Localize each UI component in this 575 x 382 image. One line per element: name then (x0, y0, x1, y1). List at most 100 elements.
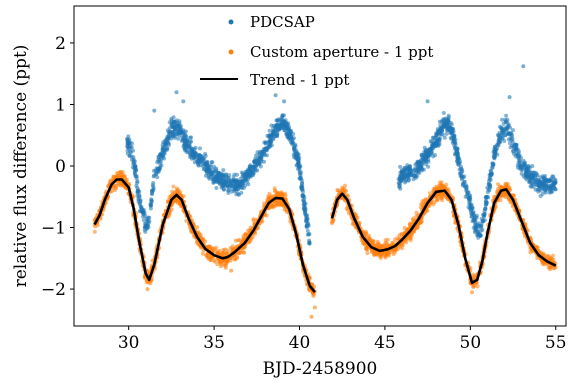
outlier-point (181, 99, 186, 104)
data-point (406, 177, 411, 182)
data-point (95, 223, 100, 228)
data-point (170, 125, 175, 130)
data-point (122, 174, 127, 179)
data-point (215, 262, 220, 267)
data-point (459, 170, 464, 175)
data-point (495, 143, 500, 147)
data-point (428, 191, 432, 196)
data-point (277, 201, 282, 206)
data-point (488, 172, 493, 176)
data-point (193, 145, 198, 150)
data-point (407, 164, 412, 169)
data-point (194, 153, 199, 158)
data-point (434, 131, 439, 136)
data-point (403, 174, 408, 179)
data-point (130, 157, 134, 162)
data-point (508, 200, 513, 205)
outlier-point (273, 93, 278, 98)
data-point (444, 182, 449, 187)
x-tick-label: 55 (545, 333, 567, 353)
data-point (271, 133, 275, 137)
data-point (553, 187, 558, 192)
data-point (439, 196, 444, 200)
outlier-point (174, 90, 179, 95)
data-point (298, 176, 303, 181)
data-point (134, 176, 139, 181)
data-point (210, 167, 215, 172)
data-point (246, 182, 251, 187)
data-point (490, 165, 495, 170)
data-point (439, 180, 444, 185)
data-point (431, 135, 436, 140)
data-point (221, 183, 226, 188)
outlier-point (229, 268, 234, 273)
data-point (301, 198, 305, 203)
data-point (182, 133, 187, 138)
data-point (163, 140, 167, 144)
data-point (330, 221, 335, 226)
data-point (410, 217, 415, 222)
data-point (549, 185, 553, 190)
data-point (389, 241, 394, 246)
data-point (530, 164, 535, 168)
data-point (398, 179, 403, 183)
y-tick-label: −2 (41, 280, 66, 300)
data-point (279, 191, 283, 196)
data-point (174, 186, 179, 191)
data-point (491, 162, 496, 167)
data-point (417, 170, 422, 175)
data-point (508, 145, 513, 150)
outlier-point (470, 290, 474, 295)
data-point (474, 215, 479, 220)
data-point (155, 160, 160, 165)
data-point (263, 141, 268, 146)
data-point (283, 193, 288, 198)
data-point (260, 149, 265, 154)
data-point (441, 124, 446, 129)
data-point (263, 146, 268, 151)
data-point (195, 225, 200, 230)
data-point (195, 240, 200, 245)
data-point (531, 184, 536, 189)
data-point (305, 228, 310, 233)
data-point (236, 251, 241, 255)
y-axis-label: relative flux difference (ppt) (11, 45, 31, 288)
data-point (507, 132, 512, 137)
data-point (239, 170, 244, 175)
data-point (125, 141, 130, 146)
data-point (229, 180, 234, 185)
outlier-point (309, 314, 314, 319)
data-point (504, 183, 509, 188)
data-point (504, 125, 509, 130)
data-point (245, 168, 250, 172)
data-point (446, 126, 450, 131)
data-point (307, 232, 312, 237)
data-point (441, 111, 446, 115)
data-point (285, 127, 290, 132)
data-point (265, 133, 270, 138)
data-point (481, 212, 485, 217)
outlier-point (521, 64, 526, 69)
data-point (502, 139, 507, 143)
data-point (498, 198, 503, 203)
data-point (131, 148, 136, 153)
data-point (528, 250, 533, 255)
data-point (237, 179, 242, 184)
x-tick-label: 40 (289, 333, 311, 353)
data-point (541, 252, 546, 256)
data-point (223, 265, 228, 270)
data-point (459, 174, 464, 179)
data-point (141, 208, 146, 213)
data-point (517, 158, 522, 163)
y-tick-label: 1 (55, 95, 66, 115)
data-point (201, 251, 205, 256)
data-point (151, 184, 156, 189)
data-point (219, 171, 224, 176)
data-point (269, 203, 274, 208)
y-tick-label: 0 (55, 157, 66, 177)
data-point (167, 130, 172, 135)
data-point (188, 135, 192, 140)
data-point (215, 178, 220, 182)
